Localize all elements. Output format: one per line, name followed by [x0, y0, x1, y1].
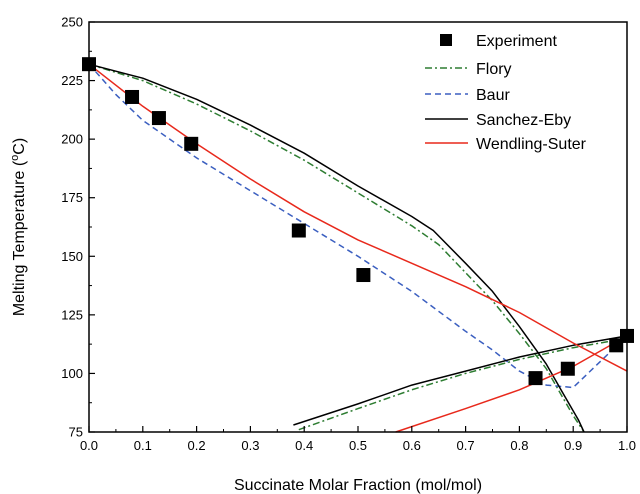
x-tick-label: 0.2 — [188, 438, 206, 453]
legend-symbol-experiment — [440, 34, 452, 46]
experiment-point-7 — [560, 361, 575, 376]
experiment-point-4 — [291, 223, 306, 238]
x-tick-label: 0.4 — [295, 438, 313, 453]
x-tick-label: 0.6 — [403, 438, 421, 453]
legend-label-wendling-suter: Wendling-Suter — [476, 136, 587, 153]
legend-label-baur: Baur — [476, 87, 510, 104]
y-tick-label: 175 — [61, 190, 83, 205]
series-layer — [82, 57, 634, 433]
axes-layer: 0.0 0.1 0.2 0.3 0.4 0.5 0.6 0.7 0.8 0.9 1.0 75 100 12… — [61, 15, 636, 454]
x-tick-label: 0.3 — [241, 438, 259, 453]
x-tick-label: 1.0 — [618, 438, 636, 453]
y-axis-title: Melting Temperature (oC) — [9, 138, 28, 316]
flory-curve-1 — [298, 337, 628, 431]
plot-area — [89, 22, 627, 432]
experiment-point-6 — [528, 371, 543, 386]
x-tick-label: 0.5 — [349, 438, 367, 453]
x-tick-label: 0.9 — [564, 438, 582, 453]
y-tick-label: 150 — [61, 249, 83, 264]
experiment-point-3 — [184, 136, 199, 151]
legend: Experiment Flory Baur Sanchez-Eby Wendli… — [425, 33, 587, 153]
legend-label-sanchez-eby: Sanchez-Eby — [476, 112, 571, 129]
x-tick-label: 0.8 — [510, 438, 528, 453]
legend-label-experiment: Experiment — [476, 33, 557, 50]
experiment-point-5 — [356, 268, 371, 283]
y-tick-label: 225 — [61, 73, 83, 88]
wendling-suter-curve-1 — [395, 335, 628, 433]
legend-label-flory: Flory — [476, 61, 512, 78]
y-tick-label: 100 — [61, 366, 83, 381]
y-tick-label: 250 — [61, 15, 83, 30]
sanchez-eby-curve-1 — [293, 335, 628, 426]
experiment-point-2 — [151, 111, 166, 126]
experiment-point-1 — [125, 89, 140, 104]
flory-curve-0 — [88, 63, 585, 433]
x-tick-label: 0.7 — [457, 438, 475, 453]
y-tick-label: 200 — [61, 132, 83, 147]
y-tick-label: 125 — [61, 307, 83, 322]
x-tick-label: 0.1 — [134, 438, 152, 453]
y-tick-label: 75 — [69, 425, 83, 440]
experiment-point-8 — [609, 338, 624, 353]
x-tick-label: 0.0 — [80, 438, 98, 453]
plot-frame — [88, 21, 628, 433]
wendling-suter-curve-0 — [88, 63, 628, 372]
x-axis-title: Succinate Molar Fraction (mol/mol) — [234, 477, 482, 494]
sanchez-eby-curve-0 — [88, 63, 585, 433]
